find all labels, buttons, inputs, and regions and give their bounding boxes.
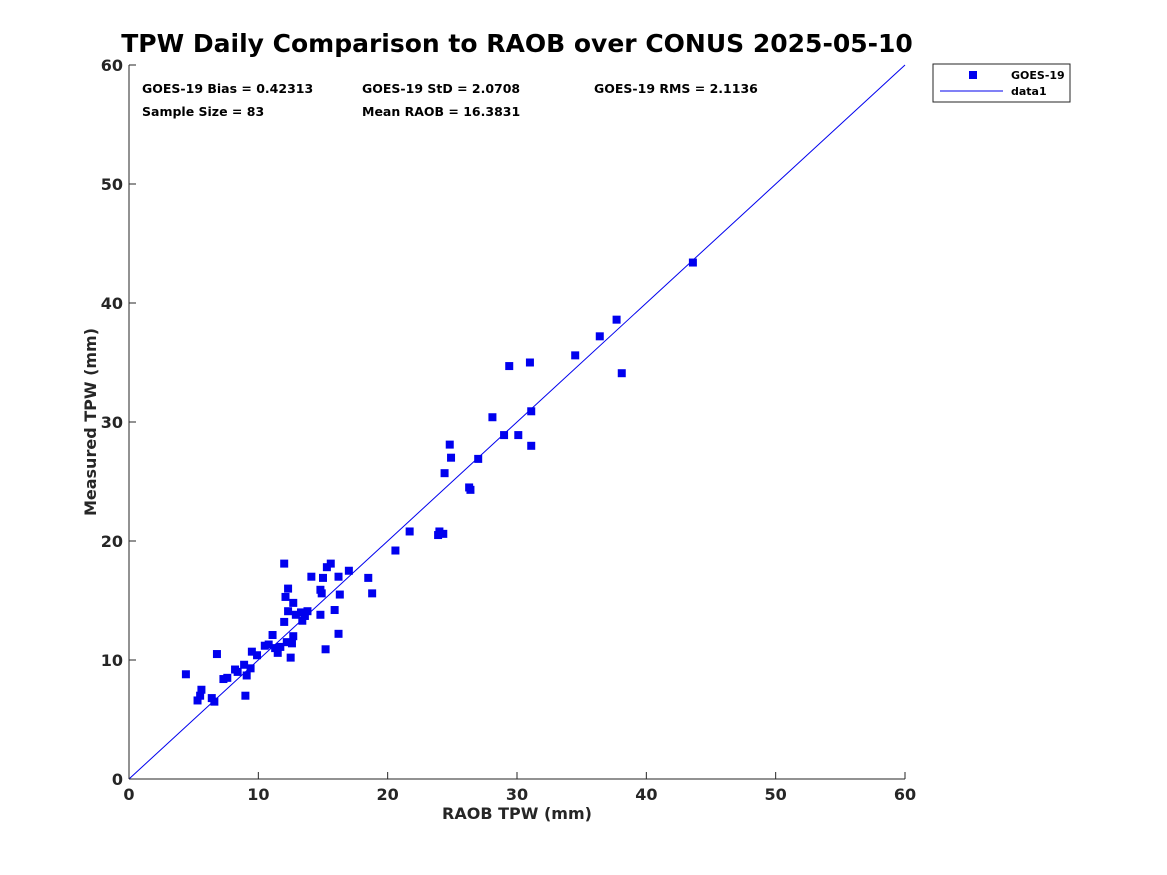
- data-point-22: [276, 642, 285, 651]
- data-point-33: [291, 610, 300, 619]
- bias-stat: GOES-19 Bias = 0.42313: [142, 81, 313, 96]
- data-point-11: [240, 660, 249, 669]
- data-point-75: [688, 258, 697, 267]
- data-point-45: [326, 559, 335, 568]
- data-point-54: [405, 527, 414, 536]
- data-point-68: [525, 358, 534, 367]
- data-point-16: [253, 651, 262, 660]
- data-point-15: [247, 647, 256, 656]
- data-point-60: [447, 453, 456, 462]
- data-point-8: [223, 673, 232, 682]
- y-axis-ticks: 0 10 20 30 40 50 60: [101, 56, 136, 789]
- data-point-37: [303, 607, 312, 616]
- y-tick-label-5: 50: [101, 175, 123, 194]
- data-point-63: [474, 454, 483, 463]
- y-tick-label-6: 60: [101, 56, 123, 75]
- data-point-26: [282, 638, 291, 647]
- x-tick-label-4: 40: [635, 785, 657, 804]
- data-point-52: [368, 589, 377, 598]
- data-point-39: [316, 610, 325, 619]
- data-point-57: [439, 529, 448, 538]
- data-point-59: [445, 440, 454, 449]
- data-point-20: [271, 644, 280, 653]
- data-point-0: [181, 670, 190, 679]
- data-point-48: [334, 572, 343, 581]
- x-axis-label: RAOB TPW (mm): [442, 804, 592, 823]
- legend-label-goes19: GOES-19: [1011, 69, 1065, 82]
- x-tick-label-5: 50: [765, 785, 787, 804]
- data-point-51: [364, 573, 373, 582]
- data-point-62: [466, 485, 475, 494]
- data-point-25: [281, 592, 290, 601]
- legend-box: [932, 63, 1071, 103]
- data-point-23: [280, 559, 289, 568]
- data-point-65: [500, 431, 509, 440]
- sample-size-stat: Sample Size = 83: [142, 104, 264, 119]
- data-point-31: [289, 632, 298, 641]
- data-point-50: [344, 566, 353, 575]
- data-point-21: [273, 648, 282, 657]
- data-point-30: [287, 639, 296, 648]
- data-point-29: [286, 653, 295, 662]
- legend-label-data1: data1: [1011, 85, 1047, 98]
- y-tick-label-0: 0: [112, 770, 123, 789]
- data-point-12: [241, 691, 250, 700]
- x-tick-label-3: 30: [506, 785, 528, 804]
- data-point-72: [595, 332, 604, 341]
- data-point-41: [317, 589, 326, 598]
- rms-stat: GOES-19 RMS = 2.1136: [594, 81, 758, 96]
- data-point-53: [391, 546, 400, 555]
- data-point-42: [319, 573, 327, 582]
- stats-annotations: GOES-19 Bias = 0.42313 GOES-19 StD = 2.0…: [142, 81, 758, 119]
- data-point-5: [210, 697, 219, 706]
- data-point-1: [193, 696, 202, 705]
- y-tick-label-3: 30: [101, 413, 123, 432]
- data-point-43: [321, 645, 330, 654]
- data-point-49: [335, 590, 344, 599]
- data-point-6: [212, 650, 221, 659]
- data-point-67: [514, 431, 523, 440]
- data-marks: [128, 64, 906, 780]
- data-point-38: [307, 572, 316, 581]
- data-point-35: [298, 616, 307, 625]
- data-point-32: [289, 598, 298, 607]
- y-tick-label-4: 40: [101, 294, 123, 313]
- mean-raob-stat: Mean RAOB = 16.3831: [362, 104, 520, 119]
- data-point-24: [280, 617, 289, 626]
- reference-line-data1: [128, 64, 906, 780]
- y-tick-label-2: 20: [101, 532, 123, 551]
- legend: GOES-19 data1: [932, 63, 1071, 103]
- data-point-28: [284, 584, 293, 593]
- data-point-66: [505, 362, 514, 371]
- data-point-74: [617, 369, 626, 378]
- data-point-13: [242, 671, 251, 680]
- x-tick-label-6: 60: [894, 785, 916, 804]
- x-tick-label-1: 10: [247, 785, 269, 804]
- y-tick-label-1: 10: [101, 651, 123, 670]
- std-stat: GOES-19 StD = 2.0708: [362, 81, 520, 96]
- data-point-64: [488, 413, 497, 422]
- data-point-19: [268, 631, 277, 640]
- data-point-2: [196, 691, 205, 700]
- data-point-36: [300, 611, 309, 620]
- x-tick-label-2: 20: [377, 785, 399, 804]
- data-point-3: [197, 685, 206, 694]
- legend-marker-goes19: [969, 71, 977, 79]
- data-point-18: [264, 640, 273, 649]
- data-point-14: [246, 664, 255, 673]
- data-point-71: [571, 351, 580, 360]
- y-axis-label: Measured TPW (mm): [81, 328, 100, 516]
- x-axis-ticks: 0 10 20 30 40 50 60: [123, 772, 916, 804]
- data-point-73: [612, 315, 621, 324]
- data-point-70: [527, 407, 536, 416]
- data-point-10: [233, 667, 242, 676]
- data-point-47: [334, 629, 343, 638]
- x-tick-label-0: 0: [123, 785, 134, 804]
- chart-title: TPW Daily Comparison to RAOB over CONUS …: [121, 29, 913, 58]
- data-point-69: [527, 441, 536, 450]
- data-point-27: [284, 607, 293, 616]
- data-point-46: [330, 606, 339, 615]
- data-point-58: [440, 469, 449, 478]
